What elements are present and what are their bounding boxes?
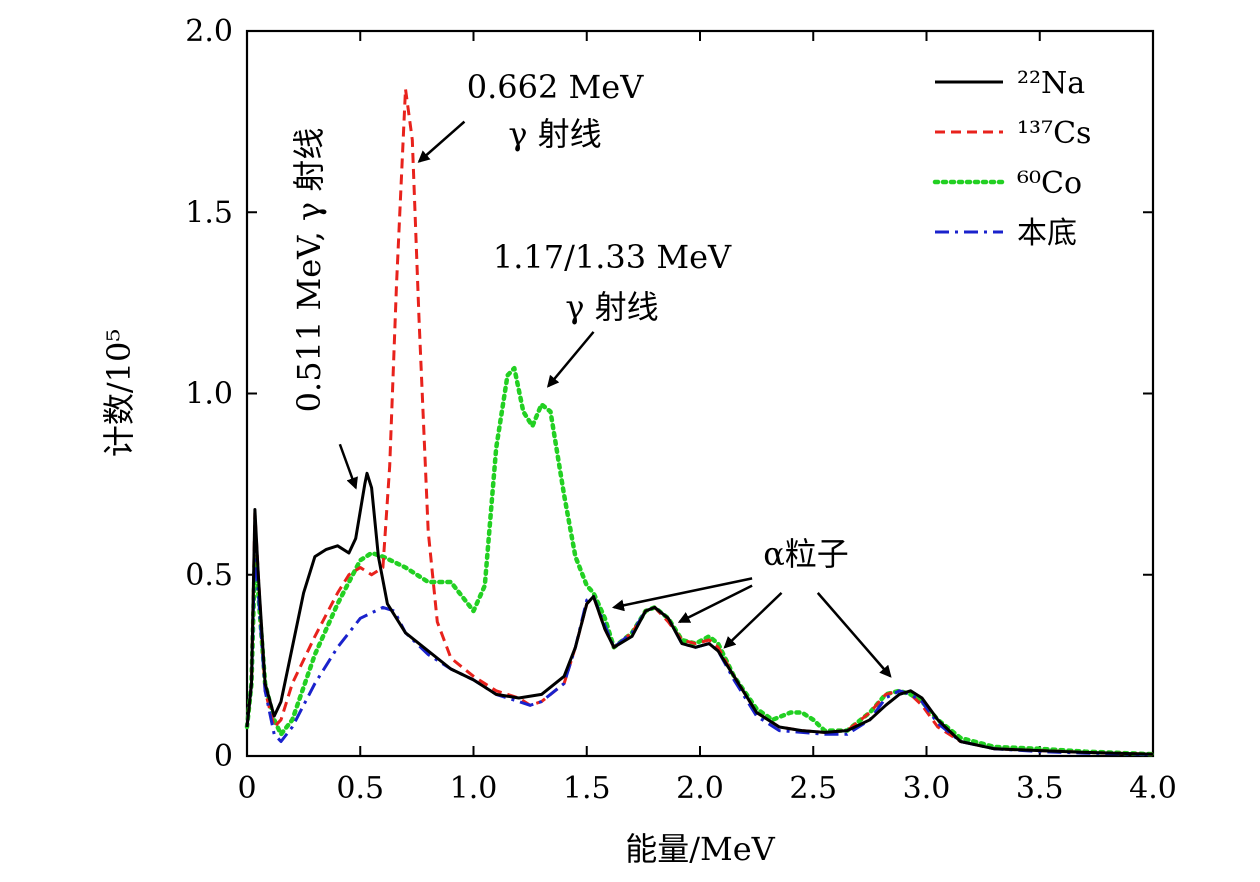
annotation-arrow [677, 584, 753, 623]
annotation-group: 0.662 MeV γ 射线 1.17/1.33 MeV γ 射线 0.511 MeV,… [290, 68, 892, 678]
legend-label: ¹³⁷Cs [1017, 116, 1091, 151]
annotation-arrow [611, 577, 753, 612]
y-tick-label: 2.0 [185, 14, 233, 49]
x-tick-label: 4.0 [1129, 771, 1177, 806]
series-line-3 [245, 544, 1154, 756]
x-tick-label: 0.5 [336, 771, 384, 806]
legend-label: 本底 [1017, 216, 1077, 251]
annotation-label: 1.17/1.33 MeV [493, 238, 732, 276]
annotation-label: γ 射线 [565, 288, 658, 326]
annotation-label: γ 射线 [508, 115, 601, 153]
annotation-label: α粒子 [763, 535, 849, 573]
y-tick-label: 0.5 [185, 558, 233, 593]
annotation-label: 0.662 MeV [467, 68, 644, 106]
x-tick-label: 3.5 [1016, 771, 1064, 806]
annotation-arrow [546, 331, 595, 388]
x-tick-label: 2.0 [676, 771, 724, 806]
annotation-arrow [723, 591, 783, 649]
series-line-1 [245, 87, 1154, 756]
legend-label: ²²Na [1017, 66, 1085, 101]
y-tick-label: 0 [214, 739, 233, 774]
y-tick-label: 1.5 [185, 195, 233, 230]
y-tick-label: 1.0 [185, 377, 233, 412]
tick-group: 0 0.5 1.0 1.5 2.0 2.5 3.0 3.5 4.0 0 0.5 1.0 1.5 2.0 [185, 14, 1177, 806]
series-group [244, 87, 1156, 757]
annotation-label: 0.511 MeV, γ 射线 [290, 128, 328, 413]
annotation-arrow [417, 120, 466, 163]
annotation-arrow [338, 443, 358, 490]
x-tick-label: 1.0 [450, 771, 498, 806]
x-tick-label: 2.5 [789, 771, 837, 806]
x-axis-title: 能量/MeV [625, 830, 775, 868]
series-line-0 [245, 471, 1154, 756]
x-tick-label: 0 [237, 771, 256, 806]
legend: ²²Na ¹³⁷Cs ⁶⁰Co 本底 [932, 66, 1091, 251]
y-axis-title: 计数/10⁵ [100, 329, 138, 457]
annotation-arrow [816, 592, 892, 678]
x-tick-label: 3.0 [903, 771, 951, 806]
x-tick-label: 1.5 [563, 771, 611, 806]
legend-label: ⁶⁰Co [1017, 166, 1082, 201]
